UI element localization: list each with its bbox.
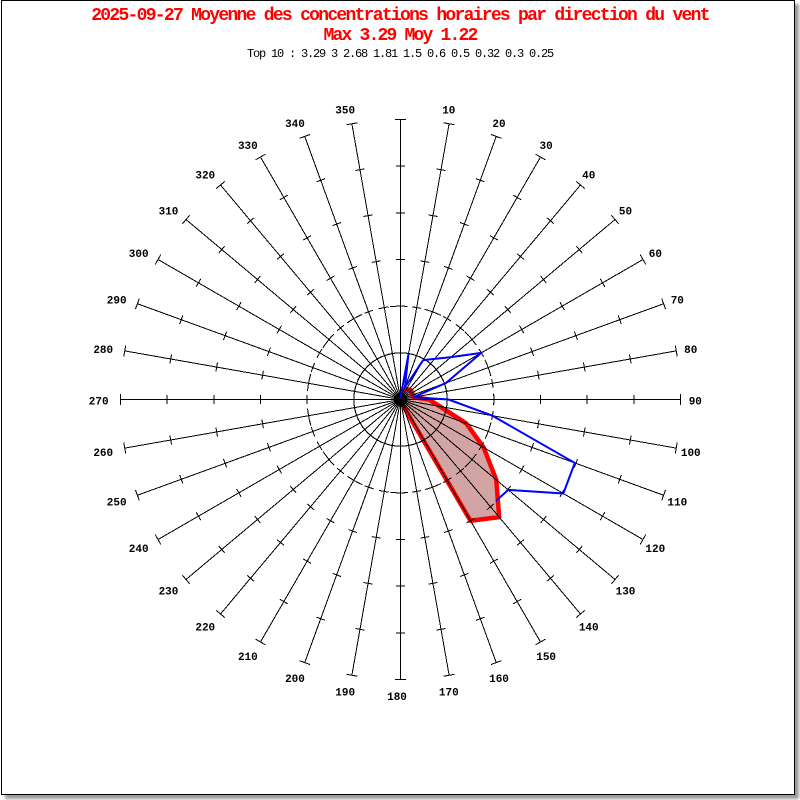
- svg-text:130: 130: [616, 586, 636, 598]
- svg-text:240: 240: [129, 544, 149, 556]
- svg-text:120: 120: [645, 544, 665, 556]
- svg-text:350: 350: [335, 106, 355, 118]
- svg-text:110: 110: [667, 498, 687, 510]
- svg-text:330: 330: [238, 141, 258, 153]
- svg-text:250: 250: [107, 498, 127, 510]
- svg-text:150: 150: [536, 652, 556, 664]
- svg-text:220: 220: [195, 623, 215, 635]
- svg-text:180: 180: [387, 692, 407, 704]
- svg-text:10: 10: [442, 106, 455, 118]
- svg-text:190: 190: [335, 687, 355, 699]
- svg-text:200: 200: [285, 674, 305, 686]
- svg-text:230: 230: [159, 586, 179, 598]
- svg-text:140: 140: [579, 623, 599, 635]
- svg-text:30: 30: [540, 141, 553, 153]
- svg-text:20: 20: [492, 119, 505, 131]
- svg-text:340: 340: [285, 119, 305, 131]
- svg-text:50: 50: [619, 207, 632, 219]
- svg-text:70: 70: [671, 296, 684, 308]
- svg-text:90: 90: [689, 397, 702, 409]
- svg-text:260: 260: [93, 448, 113, 460]
- svg-text:280: 280: [93, 345, 113, 357]
- svg-text:310: 310: [159, 207, 179, 219]
- svg-text:170: 170: [439, 687, 459, 699]
- svg-text:270: 270: [89, 397, 109, 409]
- svg-text:80: 80: [684, 345, 697, 357]
- svg-text:320: 320: [195, 170, 215, 182]
- svg-text:210: 210: [238, 652, 258, 664]
- svg-text:300: 300: [129, 249, 149, 261]
- svg-text:60: 60: [649, 249, 662, 261]
- svg-text:290: 290: [107, 296, 127, 308]
- svg-text:160: 160: [489, 674, 509, 686]
- svg-text:40: 40: [582, 170, 595, 182]
- svg-text:100: 100: [681, 448, 701, 460]
